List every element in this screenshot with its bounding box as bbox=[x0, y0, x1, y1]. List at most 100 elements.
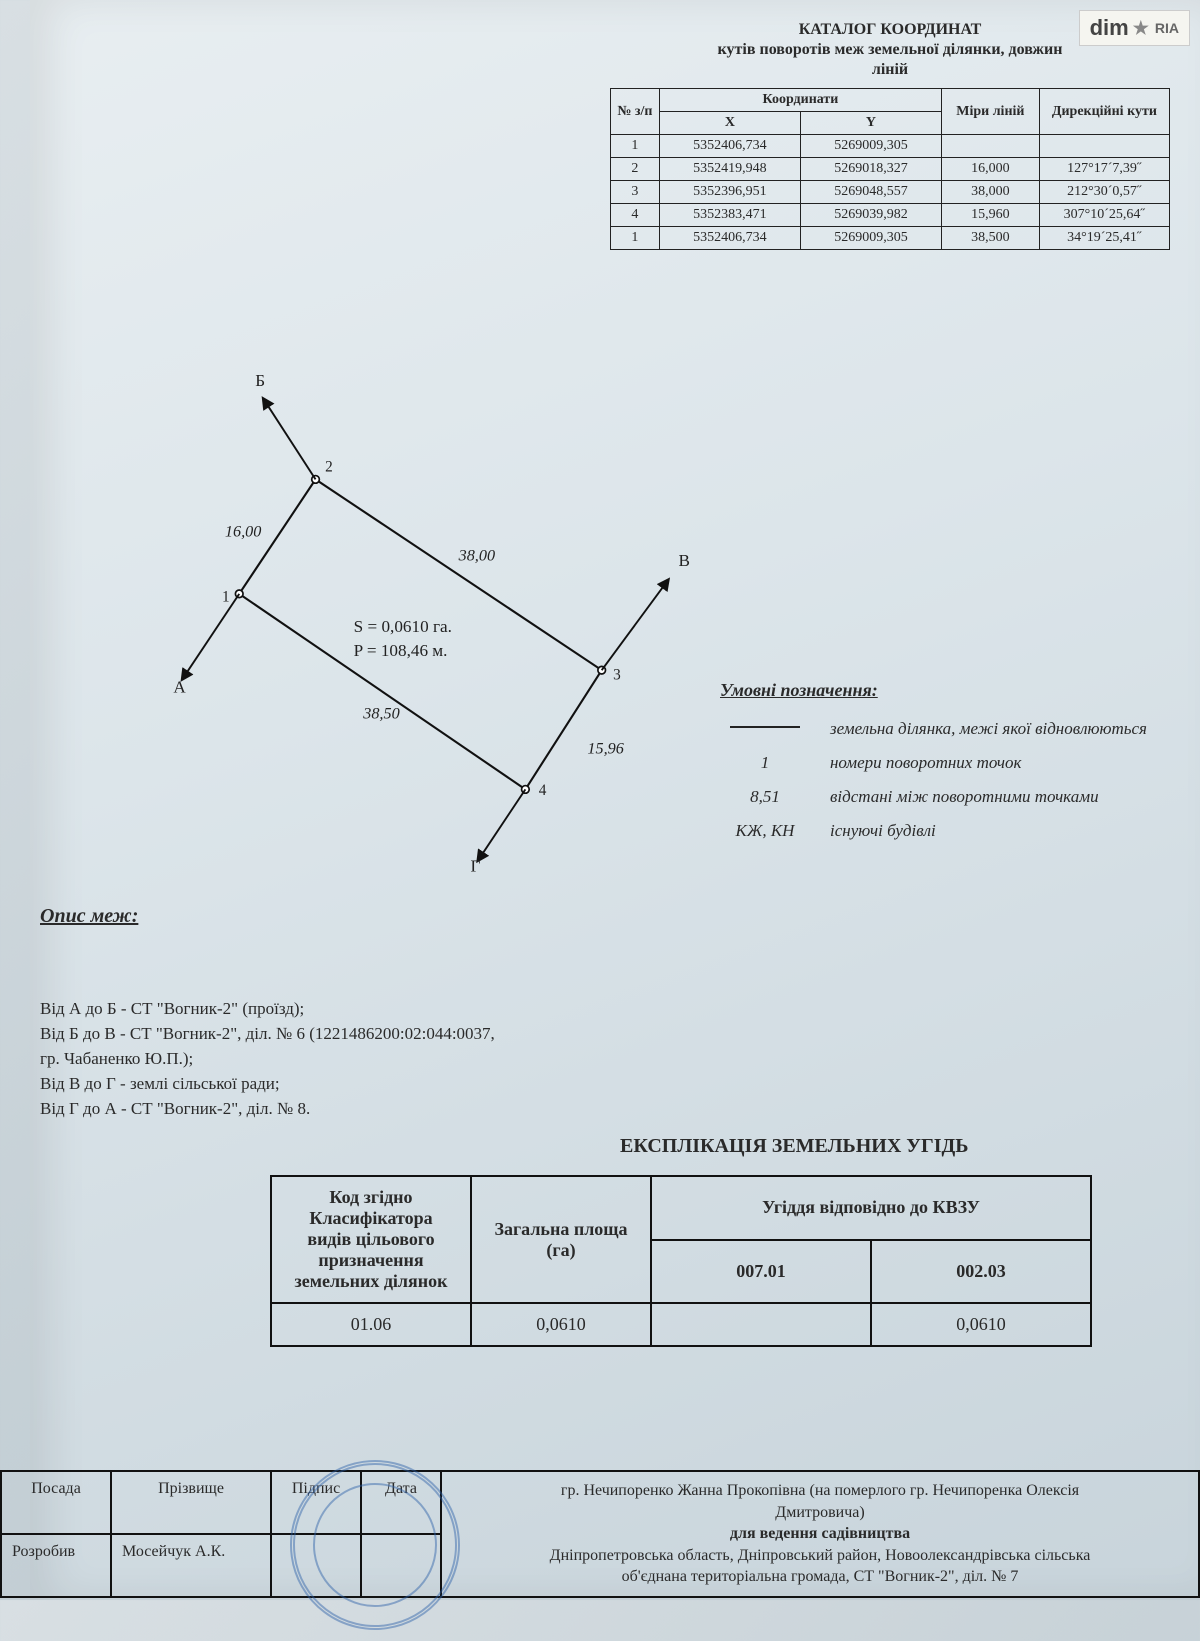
catalog-th-len: Міри ліній bbox=[942, 89, 1040, 135]
catalog-th-coord: Координати bbox=[659, 89, 941, 112]
expl-th-u2: 002.03 bbox=[871, 1240, 1091, 1304]
sig-th-prizv: Прізвище bbox=[111, 1471, 271, 1534]
sig-dev-role: Розробив bbox=[1, 1534, 111, 1597]
catalog-cell: 2 bbox=[611, 158, 660, 181]
sig-owner-l1: гр. Нечипоренко Жанна Прокопівна (на пом… bbox=[452, 1480, 1188, 1502]
legend-text: земельна ділянка, межі якої відновлюютьс… bbox=[830, 719, 1160, 739]
expl-td-u2: 0,0610 bbox=[871, 1303, 1091, 1346]
sig-owner-cell: гр. Нечипоренко Жанна Прокопівна (на пом… bbox=[441, 1471, 1199, 1597]
legend-text: відстані між поворотними точками bbox=[830, 787, 1160, 807]
catalog-title: КАТАЛОГ КООРДИНАТ кутів поворотів меж зе… bbox=[610, 20, 1170, 80]
boundary-line: гр. Чабаненко Ю.П.); bbox=[40, 1048, 640, 1071]
svg-text:В: В bbox=[678, 551, 689, 570]
legend-row: 1 номери поворотних точок bbox=[720, 753, 1160, 773]
boundary-line: Від В до Г - землі сільської ради; bbox=[40, 1073, 640, 1096]
signature-table: Посада Прізвище Підпис Дата гр. Нечипоре… bbox=[0, 1470, 1200, 1598]
svg-text:3: 3 bbox=[613, 667, 621, 684]
plot-diagram: 1 2 3 4 А Б В Г 16,00 38,00 15,96 38,50 S = 0,0610 г… bbox=[80, 260, 780, 880]
svg-text:2: 2 bbox=[325, 459, 333, 476]
expl-th-code: Код згідно Класифікатора видів цільового… bbox=[271, 1176, 471, 1303]
expl-th-ugid: Угіддя відповідно до КВЗУ bbox=[651, 1176, 1091, 1240]
catalog-th-x: X bbox=[659, 112, 800, 135]
catalog-title-l1: КАТАЛОГ КООРДИНАТ bbox=[610, 20, 1170, 40]
boundaries-title: Опис меж: bbox=[40, 905, 640, 928]
plot-svg: 1 2 3 4 А Б В Г 16,00 38,00 15,96 38,50 S = 0,0610 г… bbox=[80, 260, 780, 880]
legend-row: 8,51 відстані між поворотними точками bbox=[720, 787, 1160, 807]
catalog-cell: 5269009,305 bbox=[800, 135, 941, 158]
svg-text:15,96: 15,96 bbox=[587, 740, 624, 758]
catalog-cell: 5352406,734 bbox=[659, 227, 800, 250]
catalog-table: № з/п Координати Міри ліній Дирекційні к… bbox=[610, 88, 1170, 250]
sig-owner-l5: об'єднана територіальна громада, СТ "Вог… bbox=[452, 1566, 1188, 1588]
catalog-cell: 5269048,557 bbox=[800, 181, 941, 204]
catalog-cell: 38,500 bbox=[942, 227, 1040, 250]
expl-td-area: 0,0610 bbox=[471, 1303, 651, 1346]
catalog-cell: 5352419,948 bbox=[659, 158, 800, 181]
explication-table: Код згідно Класифікатора видів цільового… bbox=[270, 1175, 1092, 1347]
catalog-cell: 15,960 bbox=[942, 204, 1040, 227]
legend-title: Умовні позначення: bbox=[720, 680, 1160, 701]
legend-symbol bbox=[720, 719, 810, 739]
explication-title: ЕКСПЛІКАЦІЯ ЗЕМЕЛЬНИХ УГІДЬ bbox=[620, 1135, 968, 1158]
catalog-cell: 5269039,982 bbox=[800, 204, 941, 227]
catalog-th-y: Y bbox=[800, 112, 941, 135]
catalog-cell: 5352383,471 bbox=[659, 204, 800, 227]
catalog-cell: 307°10´25,64˝ bbox=[1039, 204, 1169, 227]
catalog-title-l2: кутів поворотів меж земельної ділянки, д… bbox=[610, 40, 1170, 60]
expl-td-u1 bbox=[651, 1303, 871, 1346]
svg-text:P = 108,46 м.: P = 108,46 м. bbox=[354, 641, 448, 660]
legend-symbol: 1 bbox=[720, 753, 810, 773]
sig-dev-name: Мосейчук А.К. bbox=[111, 1534, 271, 1597]
catalog-cell bbox=[942, 135, 1040, 158]
catalog-cell: 1 bbox=[611, 227, 660, 250]
legend-row: КЖ, КН існуючі будівлі bbox=[720, 821, 1160, 841]
sig-dev-date bbox=[361, 1534, 441, 1597]
sig-th-pidpys: Підпис bbox=[271, 1471, 361, 1534]
catalog-cell: 5352396,951 bbox=[659, 181, 800, 204]
svg-text:38,00: 38,00 bbox=[458, 546, 495, 564]
svg-text:Б: Б bbox=[255, 371, 265, 390]
catalog-cell: 16,000 bbox=[942, 158, 1040, 181]
catalog-cell bbox=[1039, 135, 1169, 158]
sig-owner-l2: Дмитровича) bbox=[452, 1502, 1188, 1524]
svg-text:16,00: 16,00 bbox=[225, 523, 261, 541]
catalog-cell: 1 bbox=[611, 135, 660, 158]
boundary-line: Від Г до А - СТ "Вогник-2", діл. № 8. bbox=[40, 1098, 640, 1121]
catalog-block: КАТАЛОГ КООРДИНАТ кутів поворотів меж зе… bbox=[610, 20, 1170, 250]
boundary-line: Від А до Б - СТ "Вогник-2" (проїзд); bbox=[40, 998, 640, 1021]
svg-text:А: А bbox=[173, 678, 186, 697]
catalog-cell: 5269018,327 bbox=[800, 158, 941, 181]
svg-text:38,50: 38,50 bbox=[362, 704, 399, 722]
boundary-line: Від Б до В - СТ "Вогник-2", діл. № 6 (12… bbox=[40, 1023, 640, 1046]
svg-text:1: 1 bbox=[222, 588, 230, 605]
catalog-title-l3: ліній bbox=[610, 60, 1170, 80]
svg-text:Г: Г bbox=[471, 857, 481, 876]
expl-th-area: Загальна площа (га) bbox=[471, 1176, 651, 1303]
sig-owner-l4: Дніпропетровська область, Дніпровський р… bbox=[452, 1545, 1188, 1567]
legend-text: номери поворотних точок bbox=[830, 753, 1160, 773]
svg-text:4: 4 bbox=[539, 782, 547, 799]
legend-block: Умовні позначення: земельна ділянка, меж… bbox=[720, 680, 1160, 855]
legend-symbol: 8,51 bbox=[720, 787, 810, 807]
sig-th-data: Дата bbox=[361, 1471, 441, 1534]
catalog-cell: 4 bbox=[611, 204, 660, 227]
sig-owner-l3: для ведення садівництва bbox=[452, 1523, 1188, 1545]
legend-symbol: КЖ, КН bbox=[720, 821, 810, 841]
catalog-th-dir: Дирекційні кути bbox=[1039, 89, 1169, 135]
legend-row: земельна ділянка, межі якої відновлюютьс… bbox=[720, 719, 1160, 739]
catalog-cell: 5352406,734 bbox=[659, 135, 800, 158]
catalog-th-n: № з/п bbox=[611, 89, 660, 135]
catalog-cell: 127°17´7,39˝ bbox=[1039, 158, 1169, 181]
sig-dev-sign bbox=[271, 1534, 361, 1597]
catalog-cell: 3 bbox=[611, 181, 660, 204]
legend-text: існуючі будівлі bbox=[830, 821, 1160, 841]
expl-th-u1: 007.01 bbox=[651, 1240, 871, 1304]
catalog-cell: 5269009,305 bbox=[800, 227, 941, 250]
catalog-cell: 38,000 bbox=[942, 181, 1040, 204]
boundaries-block: Опис меж: Від А до Б - СТ "Вогник-2" (пр… bbox=[40, 905, 640, 1123]
sig-th-posada: Посада bbox=[1, 1471, 111, 1534]
catalog-cell: 212°30´0,57˝ bbox=[1039, 181, 1169, 204]
svg-text:S = 0,0610 га.: S = 0,0610 га. bbox=[354, 617, 452, 636]
catalog-cell: 34°19´25,41˝ bbox=[1039, 227, 1169, 250]
expl-td-code: 01.06 bbox=[271, 1303, 471, 1346]
